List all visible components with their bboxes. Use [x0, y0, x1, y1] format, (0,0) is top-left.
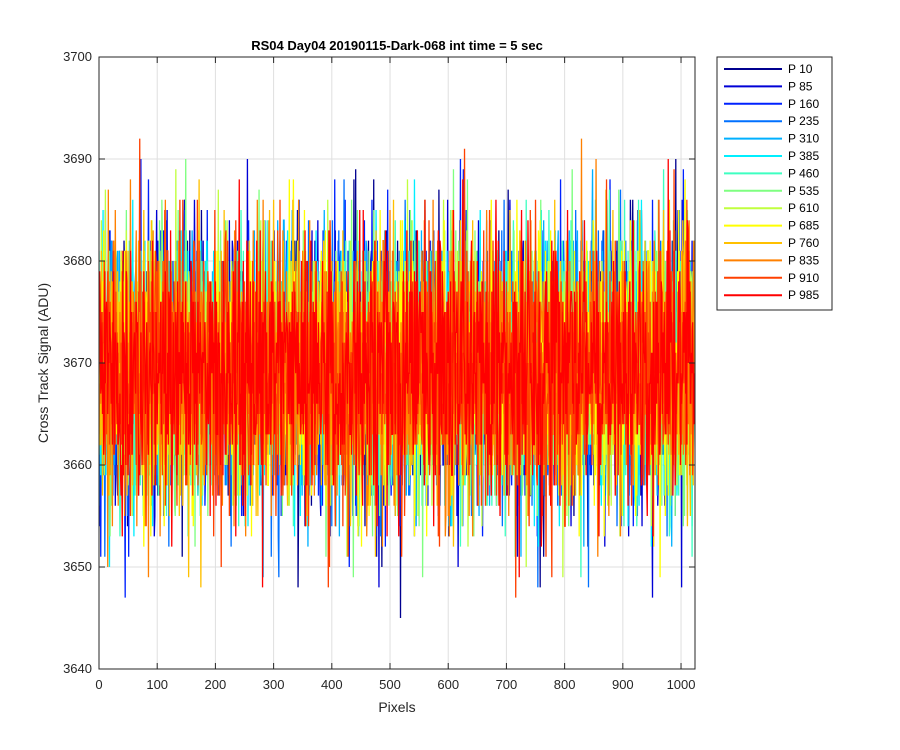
legend-label: P 10 — [788, 62, 813, 76]
x-tick-label: 300 — [263, 677, 285, 692]
x-axis-label: Pixels — [378, 699, 415, 715]
x-tick-label: 0 — [95, 677, 102, 692]
x-tick-label: 600 — [437, 677, 459, 692]
series-lines — [99, 138, 695, 619]
axis-ticks — [98, 56, 695, 670]
x-tick-label: 400 — [321, 677, 343, 692]
legend-label: P 85 — [788, 79, 813, 93]
legend: P 10 P 85 P 160 P 235 P 310 P 385 P 460 P 535 P … — [716, 56, 833, 311]
y-axis-label: Cross Track Signal (ADU) — [35, 283, 51, 443]
series-line-p-985 — [99, 158, 695, 588]
legend-label: P 385 — [788, 149, 819, 163]
y-tick-label: 3700 — [63, 49, 92, 64]
legend-label: P 610 — [788, 201, 819, 215]
legend-label: P 760 — [788, 236, 819, 250]
chart-title: RS04 Day04 20190115-Dark-068 int time = … — [251, 38, 543, 53]
x-tick-label: 500 — [379, 677, 401, 692]
legend-label: P 835 — [788, 253, 819, 267]
y-tick-label: 3670 — [63, 355, 92, 370]
y-tick-label: 3660 — [63, 457, 92, 472]
x-tick-label: 700 — [496, 677, 518, 692]
y-tick-label: 3680 — [63, 253, 92, 268]
y-tick-label: 3690 — [63, 151, 92, 166]
x-tick-label: 200 — [205, 677, 227, 692]
x-tick-label: 800 — [554, 677, 576, 692]
legend-label: P 685 — [788, 219, 819, 233]
x-tick-label: 100 — [146, 677, 168, 692]
y-tick-label: 3650 — [63, 559, 92, 574]
legend-label: P 910 — [788, 271, 819, 285]
x-tick-label: 900 — [612, 677, 634, 692]
legend-label: P 535 — [788, 184, 819, 198]
legend-label: P 460 — [788, 166, 819, 180]
legend-label: P 235 — [788, 114, 819, 128]
legend-box — [716, 56, 833, 311]
legend-label: P 160 — [788, 97, 819, 111]
legend-label: P 310 — [788, 132, 819, 146]
x-tick-label: 1000 — [667, 677, 696, 692]
y-tick-label: 3640 — [63, 661, 92, 676]
legend-label: P 985 — [788, 288, 819, 302]
